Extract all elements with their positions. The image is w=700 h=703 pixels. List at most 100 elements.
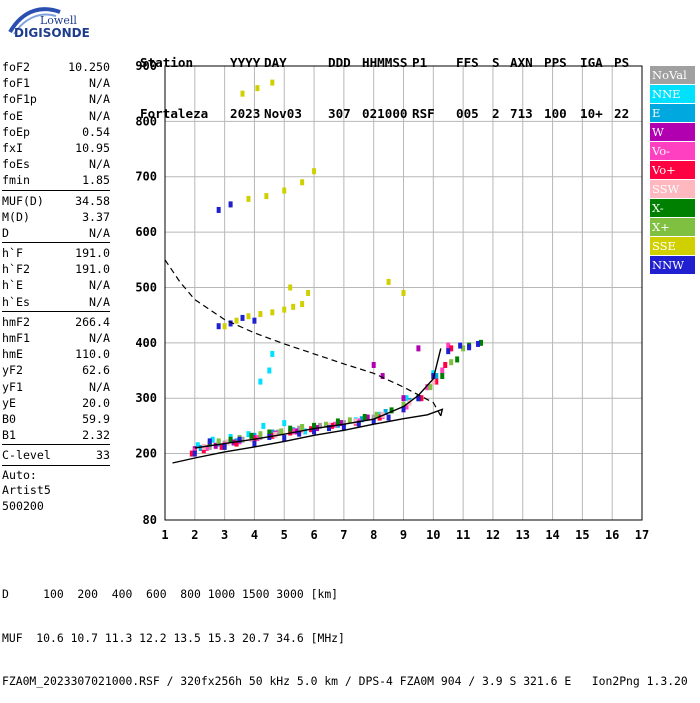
header-row2-cell: 005: [456, 106, 479, 121]
auto-scaler-line: Artist5: [2, 483, 51, 497]
param-row: foF1p N/A: [2, 91, 110, 107]
y-tick-label: 700: [135, 170, 157, 184]
param-row: h`F 191.0: [2, 245, 110, 261]
echo-point: [383, 409, 388, 416]
param-name: MUF(D): [2, 193, 44, 208]
param-name: hmF2: [2, 314, 30, 329]
param-row: yF1 N/A: [2, 379, 110, 395]
param-name: h`F: [2, 246, 23, 261]
echo-point: [440, 373, 445, 380]
echo-point: [312, 428, 317, 435]
echo-point: [446, 348, 451, 355]
param-name: hmE: [2, 347, 23, 362]
param-value: 110.0: [75, 347, 110, 362]
legend-item-noval: NoVal: [650, 66, 695, 84]
echo-point: [371, 361, 376, 368]
header-row2-cell: 100: [544, 106, 567, 121]
legend-item-e: E: [650, 104, 695, 122]
header-row2-cell: 10+: [580, 106, 603, 121]
header-row1-cell: AXN: [510, 55, 533, 70]
param-row: foF2 10.250: [2, 59, 110, 75]
profile-dashed-line: [164, 259, 442, 417]
param-row: D N/A: [2, 225, 110, 241]
echo-point: [207, 443, 212, 450]
echo-point: [404, 395, 409, 402]
header-row2-cell: 307: [328, 106, 351, 121]
echo-point: [312, 168, 317, 175]
logo-swoosh-icon: [8, 7, 61, 35]
echo-point: [258, 378, 263, 385]
echo-point: [270, 309, 275, 316]
echo-point: [380, 373, 385, 380]
echo-point: [246, 431, 251, 438]
param-name: yF1: [2, 379, 23, 394]
echo-point: [252, 440, 257, 447]
echo-point: [195, 442, 200, 449]
param-row: h`E N/A: [2, 277, 110, 293]
x-tick-label: 17: [635, 528, 649, 542]
echo-point: [258, 311, 263, 318]
header-row1-cell: S: [492, 55, 500, 70]
legend-item-ssw: SSW: [650, 180, 695, 198]
param-name: foEp: [2, 124, 30, 139]
echo-point: [434, 378, 439, 385]
x-tick-label: 16: [605, 528, 619, 542]
echo-point: [401, 401, 406, 408]
x-tick-label: 11: [456, 528, 470, 542]
param-value: N/A: [89, 157, 110, 172]
echo-point: [192, 450, 197, 457]
param-value: N/A: [89, 278, 110, 293]
param-value: N/A: [89, 294, 110, 309]
param-row: MUF(D) 34.58: [2, 193, 110, 209]
header-row2-cell: Fortaleza: [140, 106, 209, 121]
echo-point: [359, 416, 364, 423]
echo-point: [306, 290, 311, 296]
param-value: 20.0: [82, 395, 110, 410]
param-name: B0: [2, 411, 16, 426]
param-name: foF1p: [2, 92, 37, 107]
polarization-legend: NoVal NNE E W Vo- Vo+ SSW X- X+ SSE NNW: [650, 66, 695, 275]
param-name: h`Es: [2, 294, 30, 309]
y-tick-label: 400: [135, 336, 157, 350]
header-row1-cell: Station: [140, 55, 194, 70]
param-separator: [2, 242, 110, 244]
param-name: foE: [2, 108, 23, 123]
y-tick-label: 900: [135, 59, 157, 73]
legend-item-nne: NNE: [650, 85, 695, 103]
f2-trace-line: [194, 348, 442, 449]
echo-point: [291, 303, 296, 310]
x-tick-label: 5: [281, 528, 288, 542]
echo-point: [303, 428, 308, 435]
echo-point: [297, 430, 302, 437]
x-tick-label: 9: [400, 528, 407, 542]
echo-point: [240, 436, 245, 443]
footer-distance-line: D 100 200 400 600 800 1000 1500 3000 [km…: [2, 587, 339, 601]
header-row1-cell: FFS: [456, 55, 479, 70]
param-value: N/A: [89, 76, 110, 91]
echo-point: [228, 320, 233, 327]
echo-point: [356, 420, 361, 427]
echo-point: [228, 436, 233, 443]
echo-point: [246, 195, 251, 202]
header-row2: Fortaleza 2023 Nov03 307 021000 RSF 005 2 713 100…: [140, 105, 629, 122]
echo-point: [282, 435, 287, 442]
header-row1-cell: DDD: [328, 55, 351, 70]
echo-point: [270, 350, 275, 357]
param-row: h`Es N/A: [2, 294, 110, 310]
echo-point: [255, 85, 260, 92]
legend-item-x-: X+: [650, 218, 695, 236]
echo-point: [347, 417, 352, 424]
echo-point: [198, 445, 203, 452]
echo-point: [222, 323, 227, 330]
header-row2-cell: RSF: [412, 106, 435, 121]
header-row2-cell: 713: [510, 106, 533, 121]
echo-point: [204, 445, 209, 452]
echo-point: [335, 418, 340, 425]
x-tick-label: 8: [370, 528, 377, 542]
param-name: D: [2, 225, 9, 240]
logo-line2: DIGISONDE: [14, 26, 90, 40]
echo-point: [300, 301, 305, 308]
param-value: N/A: [89, 379, 110, 394]
header-row1-cell: PS: [614, 55, 630, 70]
echo-point: [216, 206, 221, 213]
